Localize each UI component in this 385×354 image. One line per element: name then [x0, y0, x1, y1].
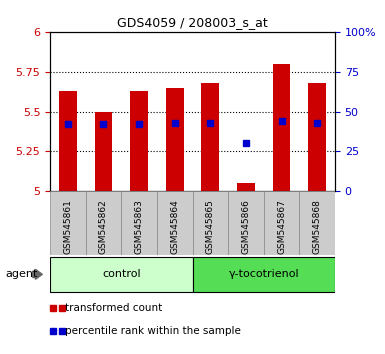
Bar [166, 87, 184, 191]
Title: GDS4059 / 208003_s_at: GDS4059 / 208003_s_at [117, 16, 268, 29]
Text: GSM545865: GSM545865 [206, 199, 215, 254]
Text: agent: agent [6, 269, 38, 279]
Bar [95, 112, 112, 191]
Bar [130, 91, 148, 191]
Bar [201, 83, 219, 191]
Bar [273, 64, 290, 191]
Text: transformed count: transformed count [65, 303, 163, 313]
Bar [264, 191, 300, 255]
Bar [85, 191, 121, 255]
Text: GSM545868: GSM545868 [313, 199, 321, 254]
Bar [59, 91, 77, 191]
Bar [300, 191, 335, 255]
Bar [228, 191, 264, 255]
Text: GSM545866: GSM545866 [241, 199, 250, 254]
Bar [121, 191, 157, 255]
Bar [157, 191, 192, 255]
Bar [50, 257, 192, 292]
Text: GSM545867: GSM545867 [277, 199, 286, 254]
Text: GSM545863: GSM545863 [135, 199, 144, 254]
Text: percentile rank within the sample: percentile rank within the sample [65, 326, 241, 336]
Text: GSM545861: GSM545861 [64, 199, 72, 254]
Bar [192, 257, 335, 292]
Text: control: control [102, 269, 141, 279]
Bar [50, 191, 85, 255]
Bar [237, 183, 255, 191]
Text: GSM545864: GSM545864 [170, 199, 179, 253]
Bar [308, 83, 326, 191]
Bar [192, 191, 228, 255]
Text: GSM545862: GSM545862 [99, 199, 108, 253]
Text: γ-tocotrienol: γ-tocotrienol [228, 269, 299, 279]
